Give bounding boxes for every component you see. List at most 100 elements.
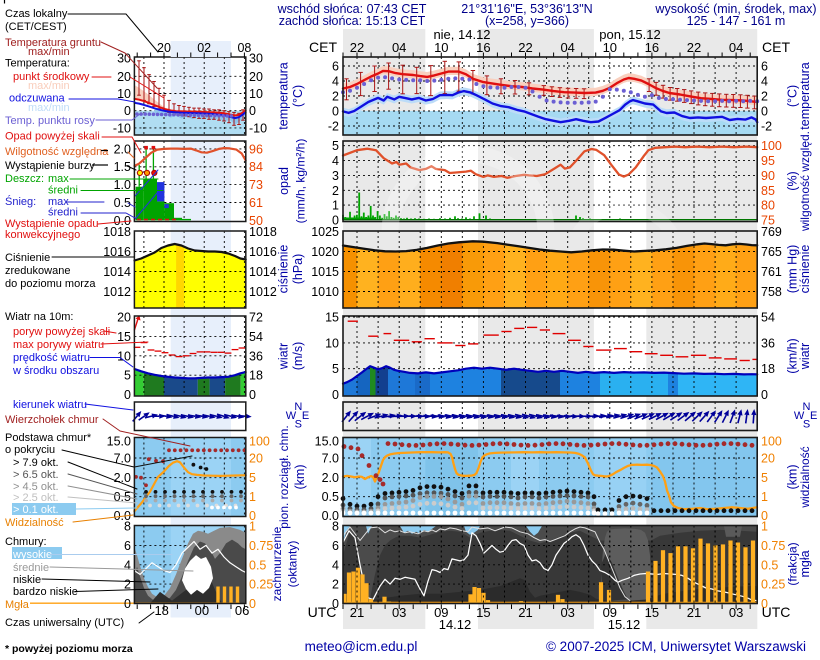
svg-text:75: 75 [761,214,775,228]
svg-text:Wiatr na 10m:: Wiatr na 10m: [5,311,73,323]
svg-text:21: 21 [687,605,701,620]
svg-text:95: 95 [761,154,775,168]
svg-text:wilgotność względ.: wilgotność względ. [798,131,812,232]
svg-text:(°C): (°C) [291,85,305,107]
svg-text:18: 18 [249,369,263,383]
svg-text:(km): (km) [293,465,307,490]
svg-text:1014: 1014 [249,265,277,279]
svg-text:N: N [803,401,811,413]
svg-text:00: 00 [195,603,209,618]
svg-text:> 6.5 okt.: > 6.5 okt. [13,469,59,481]
svg-text:5: 5 [761,471,768,485]
svg-text:90: 90 [761,169,775,183]
svg-text:100: 100 [761,139,782,153]
svg-text:średni: średni [48,185,78,197]
svg-text:30: 30 [117,52,131,66]
svg-text:punkt środkowy: punkt środkowy [13,71,90,83]
svg-text:© 2007-2025 ICM, Uniwersytet W: © 2007-2025 ICM, Uniwersytet Warszawski [546,639,806,654]
svg-text:15: 15 [476,605,490,620]
svg-text:0.5: 0.5 [114,490,131,504]
svg-text:1.5: 1.5 [114,160,131,174]
svg-text:Podstawa chmur*: Podstawa chmur* [5,432,92,444]
svg-text:10: 10 [325,336,339,350]
svg-text:0: 0 [761,509,768,523]
svg-text:max/min: max/min [28,80,70,92]
svg-text:0: 0 [332,388,339,402]
svg-text:0: 0 [761,388,768,402]
svg-text:03: 03 [729,605,743,620]
svg-text:Widzialność: Widzialność [5,517,64,529]
svg-text:15.0: 15.0 [107,435,131,449]
svg-text:4: 4 [124,558,131,572]
svg-text:61: 61 [249,196,263,210]
svg-text:84: 84 [249,160,263,174]
svg-text:Czas lokalny: Czas lokalny [5,8,68,20]
svg-text:0.25: 0.25 [249,578,273,592]
svg-text:6: 6 [124,539,131,553]
svg-text:6: 6 [332,60,339,74]
svg-text:5: 5 [249,471,256,485]
svg-text:10: 10 [249,87,263,101]
svg-text:-2: -2 [761,120,772,134]
svg-text:nie, 14.12: nie, 14.12 [433,27,490,42]
svg-text:S: S [803,419,810,431]
svg-text:Wystąpienie opadu: Wystąpienie opadu [5,218,98,230]
svg-text:54: 54 [249,330,263,344]
svg-text:średni: średni [48,206,78,218]
svg-text:1025: 1025 [311,225,339,239]
svg-text:ciśnienie: ciśnienie [798,245,812,294]
svg-text:22: 22 [350,40,364,55]
svg-text:(°C): (°C) [786,85,800,107]
svg-text:14.12: 14.12 [439,617,472,632]
svg-text:769: 769 [761,225,782,239]
svg-text:meteo@icm.edu.pl: meteo@icm.edu.pl [305,639,418,654]
svg-text:0.5: 0.5 [322,490,339,504]
svg-text:(km): (km) [786,465,800,490]
svg-text:20: 20 [761,452,775,466]
svg-text:1: 1 [249,490,256,504]
svg-text:04: 04 [729,40,743,55]
svg-text:CET: CET [309,39,337,55]
svg-text:opad: opad [277,167,291,195]
svg-text:6: 6 [761,60,768,74]
svg-text:temperatura: temperatura [277,62,291,129]
svg-text:6: 6 [332,539,339,553]
svg-text:(km/h): (km/h) [786,338,800,373]
svg-text:0.75: 0.75 [249,539,273,553]
svg-text:16: 16 [645,40,659,55]
svg-text:0.5: 0.5 [114,196,131,210]
svg-text:> 7.9 okt.: > 7.9 okt. [13,457,59,469]
svg-text:72: 72 [249,311,263,325]
svg-text:21: 21 [350,605,364,620]
svg-text:temperatura: temperatura [798,62,812,129]
svg-text:0.25: 0.25 [761,578,785,592]
svg-text:1.0: 1.0 [114,178,131,192]
svg-text:widzialność: widzialność [798,446,812,508]
svg-text:1: 1 [761,520,768,534]
svg-text:765: 765 [761,245,782,259]
svg-text:1018: 1018 [249,225,277,239]
svg-text:0.5: 0.5 [249,558,266,572]
svg-text:prędkość wiatru: prędkość wiatru [13,352,90,364]
svg-text:E: E [302,410,309,422]
svg-text:10: 10 [117,349,131,363]
svg-text:max/min: max/min [28,46,70,58]
svg-text:niskie: niskie [13,574,41,586]
svg-text:-10: -10 [249,121,267,135]
svg-text:(hPa): (hPa) [291,254,305,285]
svg-text:100: 100 [249,435,270,449]
svg-text:09: 09 [603,605,617,620]
svg-text:1016: 1016 [249,245,277,259]
svg-text:* powyżej poziomu morza: * powyżej poziomu morza [5,643,133,655]
svg-text:06: 06 [235,603,249,618]
svg-text:max: max [48,196,69,208]
svg-text:15.12: 15.12 [608,617,641,632]
svg-text:wysokie: wysokie [12,549,52,561]
svg-text:21: 21 [518,605,532,620]
svg-text:> 4.5 okt.: > 4.5 okt. [13,481,59,493]
svg-text:Ciśnienie: Ciśnienie [5,252,50,264]
svg-text:do poziomu morza: do poziomu morza [5,278,96,290]
svg-text:Wilgotność względna: Wilgotność względna [5,146,109,158]
svg-text:poryw powyżej skali: poryw powyżej skali [13,326,110,338]
svg-text:średnie: średnie [13,562,49,574]
